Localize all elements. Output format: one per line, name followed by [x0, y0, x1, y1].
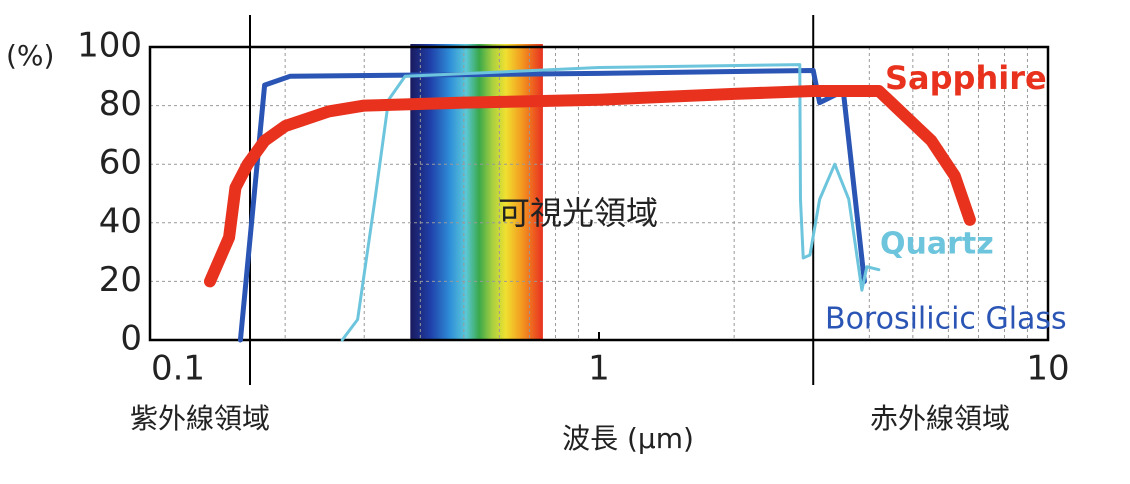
- series-label: Borosilicic Glass: [825, 302, 1067, 337]
- x-tick-label: 0.1: [151, 349, 205, 389]
- series-line: [203, 84, 976, 288]
- plot-frame: [148, 45, 1050, 342]
- x-tick-label: 1: [588, 349, 610, 389]
- visible-label: 可視光領域: [498, 194, 658, 232]
- y-tick-label: 20: [99, 260, 142, 300]
- series-label: Sapphire: [885, 59, 1047, 97]
- region-label: 紫外線領域: [130, 402, 270, 435]
- series-label: Quartz: [880, 227, 994, 262]
- y-tick-label: 0: [120, 319, 142, 359]
- region-label: 赤外線領域: [870, 402, 1010, 435]
- y-tick-label: 40: [99, 201, 142, 241]
- y-tick-label: 60: [99, 143, 142, 183]
- x-tick-label: 10: [1026, 349, 1069, 389]
- series-line: [340, 63, 881, 342]
- y-tick-label: 100: [77, 26, 142, 66]
- y-unit-label: (%): [6, 39, 54, 72]
- x-axis-label: 波長 (μm): [562, 422, 694, 455]
- y-tick-label: 80: [99, 84, 142, 124]
- visible-band: [410, 44, 543, 340]
